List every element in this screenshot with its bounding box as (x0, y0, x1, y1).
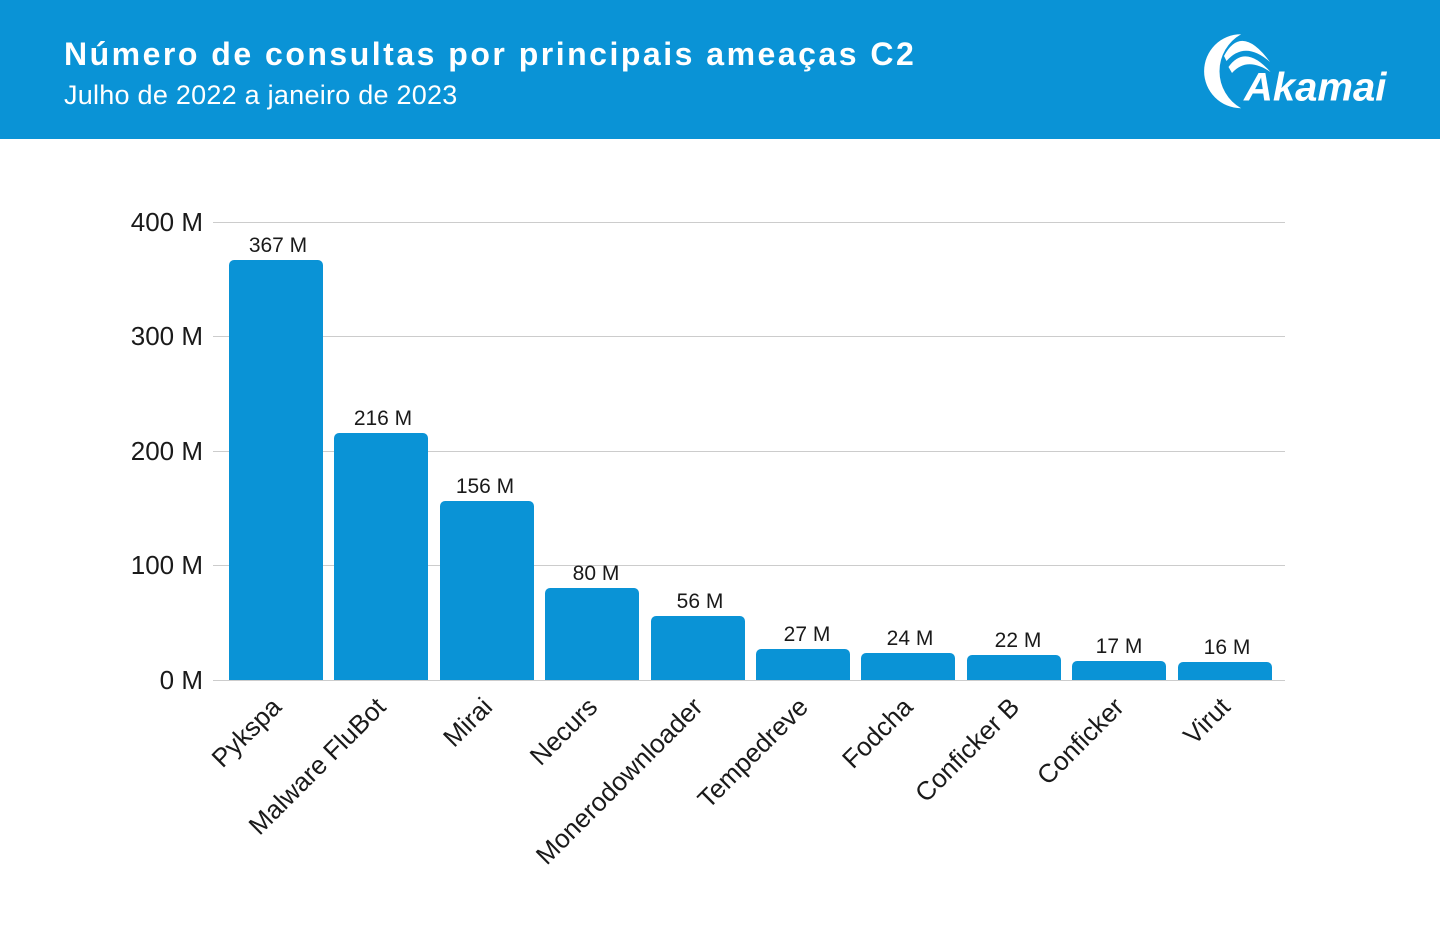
svg-text:Akamai: Akamai (1243, 66, 1387, 110)
